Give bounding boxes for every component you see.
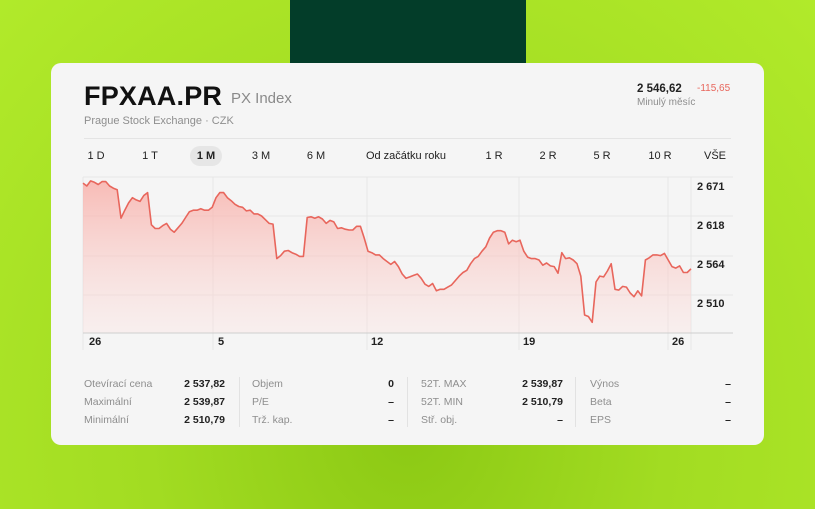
x-tick-label: 26 [672,336,685,348]
stat-open: Otevírací cena 2 537,82 [84,375,225,393]
stat-label: Trž. kap. [252,414,293,426]
range-1t[interactable]: 1 T [142,150,158,162]
stat-beta: Beta – [590,393,731,411]
stat-value: – [388,396,394,408]
stat-52w-min: 52T. MIN 2 510,79 [421,393,563,411]
stat-label: 52T. MIN [421,396,464,408]
stats-panel: Otevírací cena 2 537,82 Maximální 2 539,87… [84,375,734,431]
stat-avg-volume: Stř. obj. – [421,411,563,429]
stat-high: Maximální 2 539,87 [84,393,225,411]
stat-value: 2 539,87 [522,378,563,390]
stat-value: 2 510,79 [184,414,225,426]
x-tick-label: 5 [218,336,225,348]
stat-value: – [725,396,731,408]
divider [84,138,731,139]
range-10r[interactable]: 10 R [648,150,672,162]
stat-label: Stř. obj. [421,414,458,426]
stat-label: Výnos [590,378,620,390]
x-tick-label: 26 [89,336,102,348]
stat-market-cap: Trž. kap. – [252,411,394,429]
ticker-symbol: FPXAA.PR [84,81,223,111]
range-1m[interactable]: 1 M [190,146,222,166]
stat-label: Beta [590,396,612,408]
stat-value: – [725,378,731,390]
stat-label: Minimální [84,414,129,426]
stat-low: Minimální 2 510,79 [84,411,225,429]
stat-value: 2 510,79 [522,396,563,408]
stat-value: 2 537,82 [184,378,225,390]
stat-label: Objem [252,378,283,390]
stat-value: – [557,414,563,426]
stat-label: EPS [590,414,612,426]
stat-label: 52T. MAX [421,378,467,390]
exchange-info: Prague Stock Exchange · CZK [84,115,234,127]
stat-pe: P/E – [252,393,394,411]
range-ytd[interactable]: Od začátku roku [365,150,447,162]
current-price: 2 546,62 [637,83,682,95]
range-6m[interactable]: 6 M [306,150,326,162]
index-name: PX Index [231,90,292,107]
range-all[interactable]: VŠE [703,150,726,162]
stat-label: Maximální [84,396,132,408]
stat-yield: Výnos – [590,375,731,393]
stock-card: FPXAA.PR PX Index Prague Stock Exchange … [51,63,764,445]
stat-value: 0 [388,378,394,390]
stat-52w-max: 52T. MAX 2 539,87 [421,375,563,393]
stat-eps: EPS – [590,411,731,429]
column-divider [407,377,408,427]
price-change: -115,65 [697,83,731,94]
range-2r[interactable]: 2 R [539,150,557,162]
chart-canvas [82,176,733,350]
x-tick-label: 12 [371,336,384,348]
stat-value: 2 539,87 [184,396,225,408]
range-selector: 1 D 1 T 1 M 3 M 6 M Od začátku roku 1 R … [79,143,739,169]
x-tick-label: 19 [523,336,536,348]
stat-value: – [725,414,731,426]
period-label: Minulý měsíc [637,97,696,108]
column-divider [239,377,240,427]
range-1d[interactable]: 1 D [87,150,105,162]
column-divider [575,377,576,427]
decorative-dark-block [290,0,526,66]
y-tick-label: 2 510 [697,298,725,310]
y-tick-label: 2 564 [697,259,725,271]
range-5r[interactable]: 5 R [593,150,611,162]
stat-label: Otevírací cena [84,378,153,390]
range-1r[interactable]: 1 R [485,150,503,162]
price-chart[interactable]: 2 671 2 618 2 564 2 510 26 5 12 19 26 [81,175,733,350]
y-tick-label: 2 671 [697,181,725,193]
stats-column-3: 52T. MAX 2 539,87 52T. MIN 2 510,79 Stř. o… [421,375,563,431]
y-tick-label: 2 618 [697,220,725,232]
stat-volume: Objem 0 [252,375,394,393]
range-3m[interactable]: 3 M [251,150,271,162]
stat-label: P/E [252,396,269,408]
stat-value: – [388,414,394,426]
stats-column-1: Otevírací cena 2 537,82 Maximální 2 539,87… [84,375,225,431]
stats-column-4: Výnos – Beta – EPS – [590,375,731,431]
stats-column-2: Objem 0 P/E – Trž. kap. – [252,375,394,431]
